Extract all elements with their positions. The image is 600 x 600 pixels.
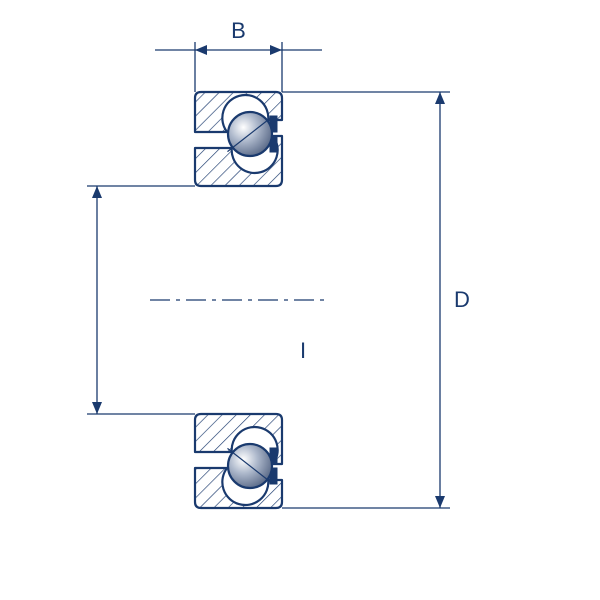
bottom-section [195,414,282,508]
top-section [195,92,282,186]
arrowhead [435,92,445,104]
bearing-cross-section-diagram: B D I [0,0,600,600]
arrowhead [92,186,102,198]
arrowhead [195,45,207,55]
label-outer-diameter-D: D [454,287,470,312]
label-width-B: B [231,18,246,43]
arrowhead [435,496,445,508]
arrowhead [92,402,102,414]
label-inner-diameter-I: I [300,338,306,363]
arrowhead [270,45,282,55]
